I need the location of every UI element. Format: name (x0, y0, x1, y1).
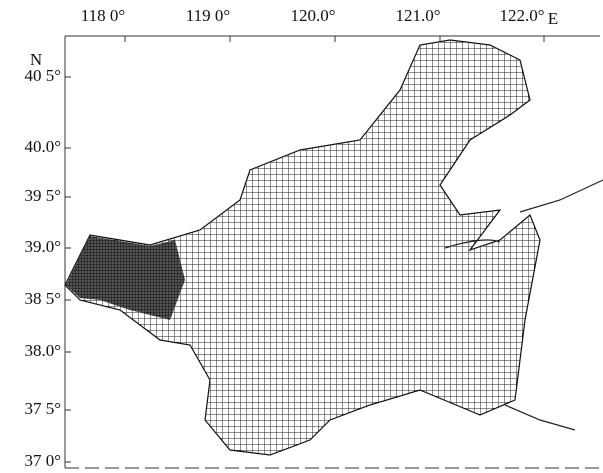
y-tick-label: 38 5° (24, 289, 61, 308)
page: 118 0°119 0°120.0°121.0°122.0°EN40 5°40.… (0, 0, 603, 473)
y-tick-label: 37 0° (24, 451, 61, 470)
y-tick-label: 40 5° (24, 66, 61, 85)
x-tick-label: 118 0° (81, 6, 125, 25)
x-tick-label: 120.0° (290, 6, 335, 25)
x-unit-label: E (548, 9, 558, 28)
dense-grid (66, 236, 185, 320)
y-tick-label: 39.0° (24, 237, 61, 256)
y-tick-label: 40.0° (24, 137, 61, 156)
x-tick-label: 121.0° (395, 6, 440, 25)
x-tick-label: 119 0° (186, 6, 230, 25)
map: 118 0°119 0°120.0°121.0°122.0°EN40 5°40.… (0, 0, 603, 473)
y-tick-label: 39 5° (24, 186, 61, 205)
y-tick-label: 38.0° (24, 341, 61, 360)
y-tick-label: 37 5° (24, 399, 61, 418)
x-tick-label: 122.0° (499, 6, 544, 25)
